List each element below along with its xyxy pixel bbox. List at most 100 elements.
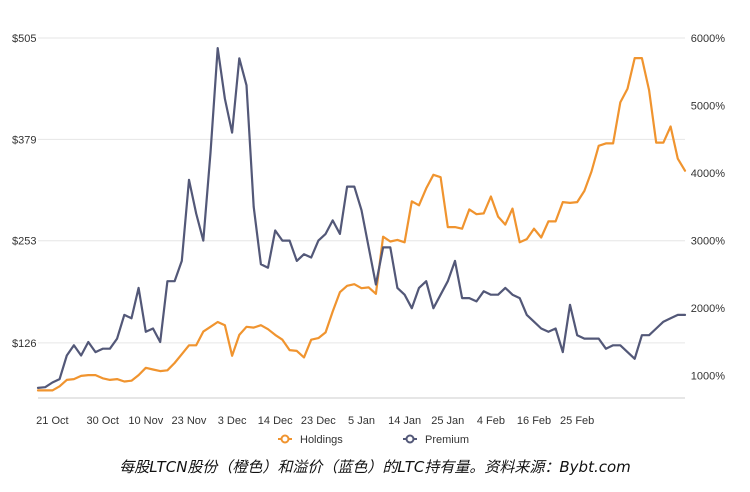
data-point-holdings <box>267 328 269 331</box>
data-point-holdings <box>454 226 456 228</box>
data-point-premium <box>590 337 593 340</box>
data-point-holdings <box>152 368 154 371</box>
data-point-holdings <box>475 213 478 215</box>
data-point-holdings <box>468 208 471 211</box>
data-point-holdings <box>590 170 593 173</box>
data-point-premium <box>619 344 622 347</box>
data-point-holdings <box>116 378 118 380</box>
data-point-holdings <box>482 212 485 215</box>
data-point-premium <box>684 314 686 316</box>
data-point-holdings <box>353 283 356 285</box>
data-point-premium <box>73 344 75 347</box>
data-point-holdings <box>180 353 183 355</box>
data-point-premium <box>389 246 392 249</box>
data-point-holdings <box>518 241 521 244</box>
data-point-premium <box>123 314 126 316</box>
data-point-premium <box>303 253 305 255</box>
x-tick-label: 10 Nov <box>128 415 163 427</box>
data-point-holdings <box>360 287 363 289</box>
x-tick-label: 30 Oct <box>86 415 118 427</box>
data-point-holdings <box>605 142 607 145</box>
data-point-holdings <box>303 356 305 359</box>
data-point-premium <box>626 351 629 353</box>
data-point-premium <box>231 131 233 134</box>
data-point-holdings <box>252 326 255 329</box>
data-point-holdings <box>561 201 564 203</box>
data-point-premium <box>533 320 535 323</box>
data-point-premium <box>65 354 68 357</box>
data-point-premium <box>375 283 377 286</box>
data-point-premium <box>37 387 39 389</box>
data-point-premium <box>461 297 463 299</box>
data-point-holdings <box>231 354 233 357</box>
data-point-holdings <box>461 227 463 230</box>
data-point-premium <box>245 84 248 87</box>
data-point-premium <box>87 341 90 343</box>
data-point-holdings <box>51 389 54 392</box>
data-point-holdings <box>65 379 68 381</box>
y-right-tick-label: 4000% <box>691 168 725 180</box>
data-point-holdings <box>439 176 442 178</box>
data-point-premium <box>367 246 370 249</box>
data-point-premium <box>504 287 507 289</box>
data-point-holdings <box>216 321 219 323</box>
data-point-premium <box>432 307 435 309</box>
data-point-holdings <box>540 236 543 239</box>
data-point-premium <box>80 354 82 357</box>
data-point-premium <box>576 334 578 337</box>
legend-marker <box>405 434 415 444</box>
data-point-holdings <box>238 334 241 336</box>
data-point-premium <box>547 331 550 333</box>
data-point-holdings <box>655 141 658 144</box>
data-point-holdings <box>662 141 665 144</box>
data-point-holdings <box>396 239 399 241</box>
legend[interactable]: Holdings Premium <box>278 434 469 446</box>
data-point-premium <box>166 280 169 282</box>
legend-marker <box>280 434 290 444</box>
data-point-holdings <box>274 334 277 336</box>
data-point-holdings <box>173 362 176 364</box>
legend-item-premium[interactable]: Premium <box>403 434 469 446</box>
data-point-holdings <box>331 310 334 313</box>
data-point-premium <box>51 381 54 384</box>
data-point-premium <box>662 320 665 323</box>
data-point-premium <box>425 280 428 282</box>
data-point-premium <box>267 266 269 269</box>
x-tick-label: 14 Dec <box>258 415 293 427</box>
data-point-holdings <box>554 220 557 223</box>
data-point-holdings <box>504 223 507 226</box>
data-point-holdings <box>310 338 312 341</box>
data-point-premium <box>612 344 614 347</box>
data-point-premium <box>655 327 658 330</box>
data-point-premium <box>569 304 571 306</box>
y-right-tick-label: 2000% <box>691 303 725 315</box>
data-point-holdings <box>123 380 126 383</box>
data-point-premium <box>173 280 176 282</box>
data-point-premium <box>317 239 320 242</box>
data-point-premium <box>109 347 111 350</box>
y-left-tick-label: $379 <box>12 134 36 146</box>
data-point-holdings <box>281 338 284 341</box>
data-point-holdings <box>73 378 75 380</box>
data-point-premium <box>382 246 384 249</box>
data-point-premium <box>641 334 643 337</box>
data-point-premium <box>331 219 334 222</box>
data-point-premium <box>540 327 543 330</box>
x-tick-label: 3 Dec <box>218 415 247 427</box>
data-point-holdings <box>403 241 406 244</box>
legend-item-holdings[interactable]: Holdings <box>278 434 343 446</box>
data-point-premium <box>468 297 471 299</box>
y-right-tick-label: 3000% <box>691 236 725 248</box>
data-point-premium <box>274 229 277 232</box>
data-point-holdings <box>195 344 197 347</box>
data-point-holdings <box>490 195 492 198</box>
x-tick-label: 25 Feb <box>560 415 594 427</box>
x-tick-label: 16 Feb <box>517 415 551 427</box>
data-point-holdings <box>497 215 499 218</box>
data-point-premium <box>597 337 600 340</box>
data-point-premium <box>497 293 499 296</box>
x-tick-label: 25 Jan <box>431 415 464 427</box>
data-point-premium <box>101 347 104 350</box>
legend-label: Premium <box>425 434 469 446</box>
